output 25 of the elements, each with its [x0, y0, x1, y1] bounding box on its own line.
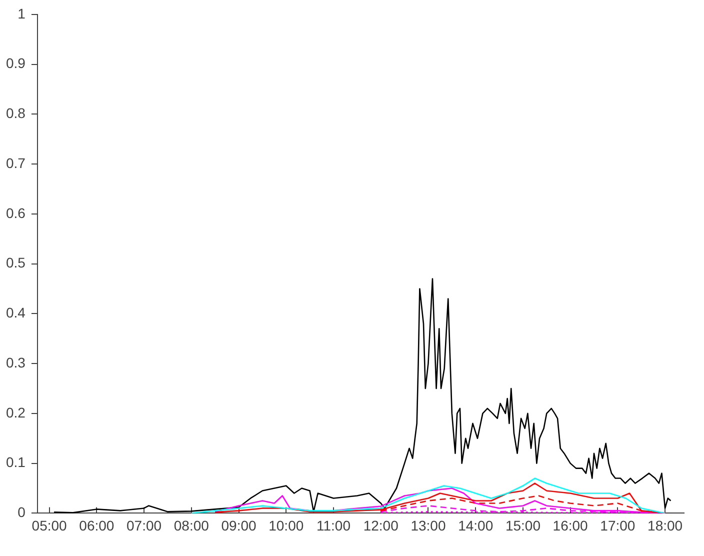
- x-tick-label: 15:00: [505, 517, 541, 534]
- y-tick-label: 0.6: [6, 204, 26, 221]
- y-tick-label: 0.7: [6, 154, 26, 171]
- x-tick-label: 09:00: [221, 517, 256, 534]
- x-tick-label: 12:00: [363, 517, 399, 534]
- x-tick-label: 14:00: [458, 517, 494, 534]
- x-tick-label: 18:00: [648, 517, 683, 534]
- x-tick-label: 05:00: [32, 517, 68, 534]
- y-tick-label: 0: [18, 504, 26, 520]
- x-tick-label: 16:00: [552, 517, 588, 534]
- y-tick-label: 0.9: [6, 55, 26, 72]
- x-tick-label: 06:00: [79, 517, 114, 534]
- x-tick-label: 11:00: [316, 517, 351, 534]
- y-tick-label: 1: [18, 5, 26, 22]
- y-tick-label: 0.3: [6, 354, 26, 370]
- y-tick-label: 0.8: [6, 105, 26, 122]
- y-tick-label: 0.4: [6, 304, 26, 321]
- y-tick-label: 0.5: [6, 254, 26, 271]
- y-tick-label: 0.1: [6, 454, 26, 470]
- x-tick-label: 17:00: [600, 517, 636, 534]
- y-tick-label: 0.2: [6, 404, 26, 420]
- x-tick-label: 08:00: [174, 517, 210, 534]
- x-tick-label: 10:00: [268, 517, 304, 534]
- x-tick-label: 13:00: [410, 517, 446, 534]
- x-tick-label: 07:00: [126, 517, 162, 534]
